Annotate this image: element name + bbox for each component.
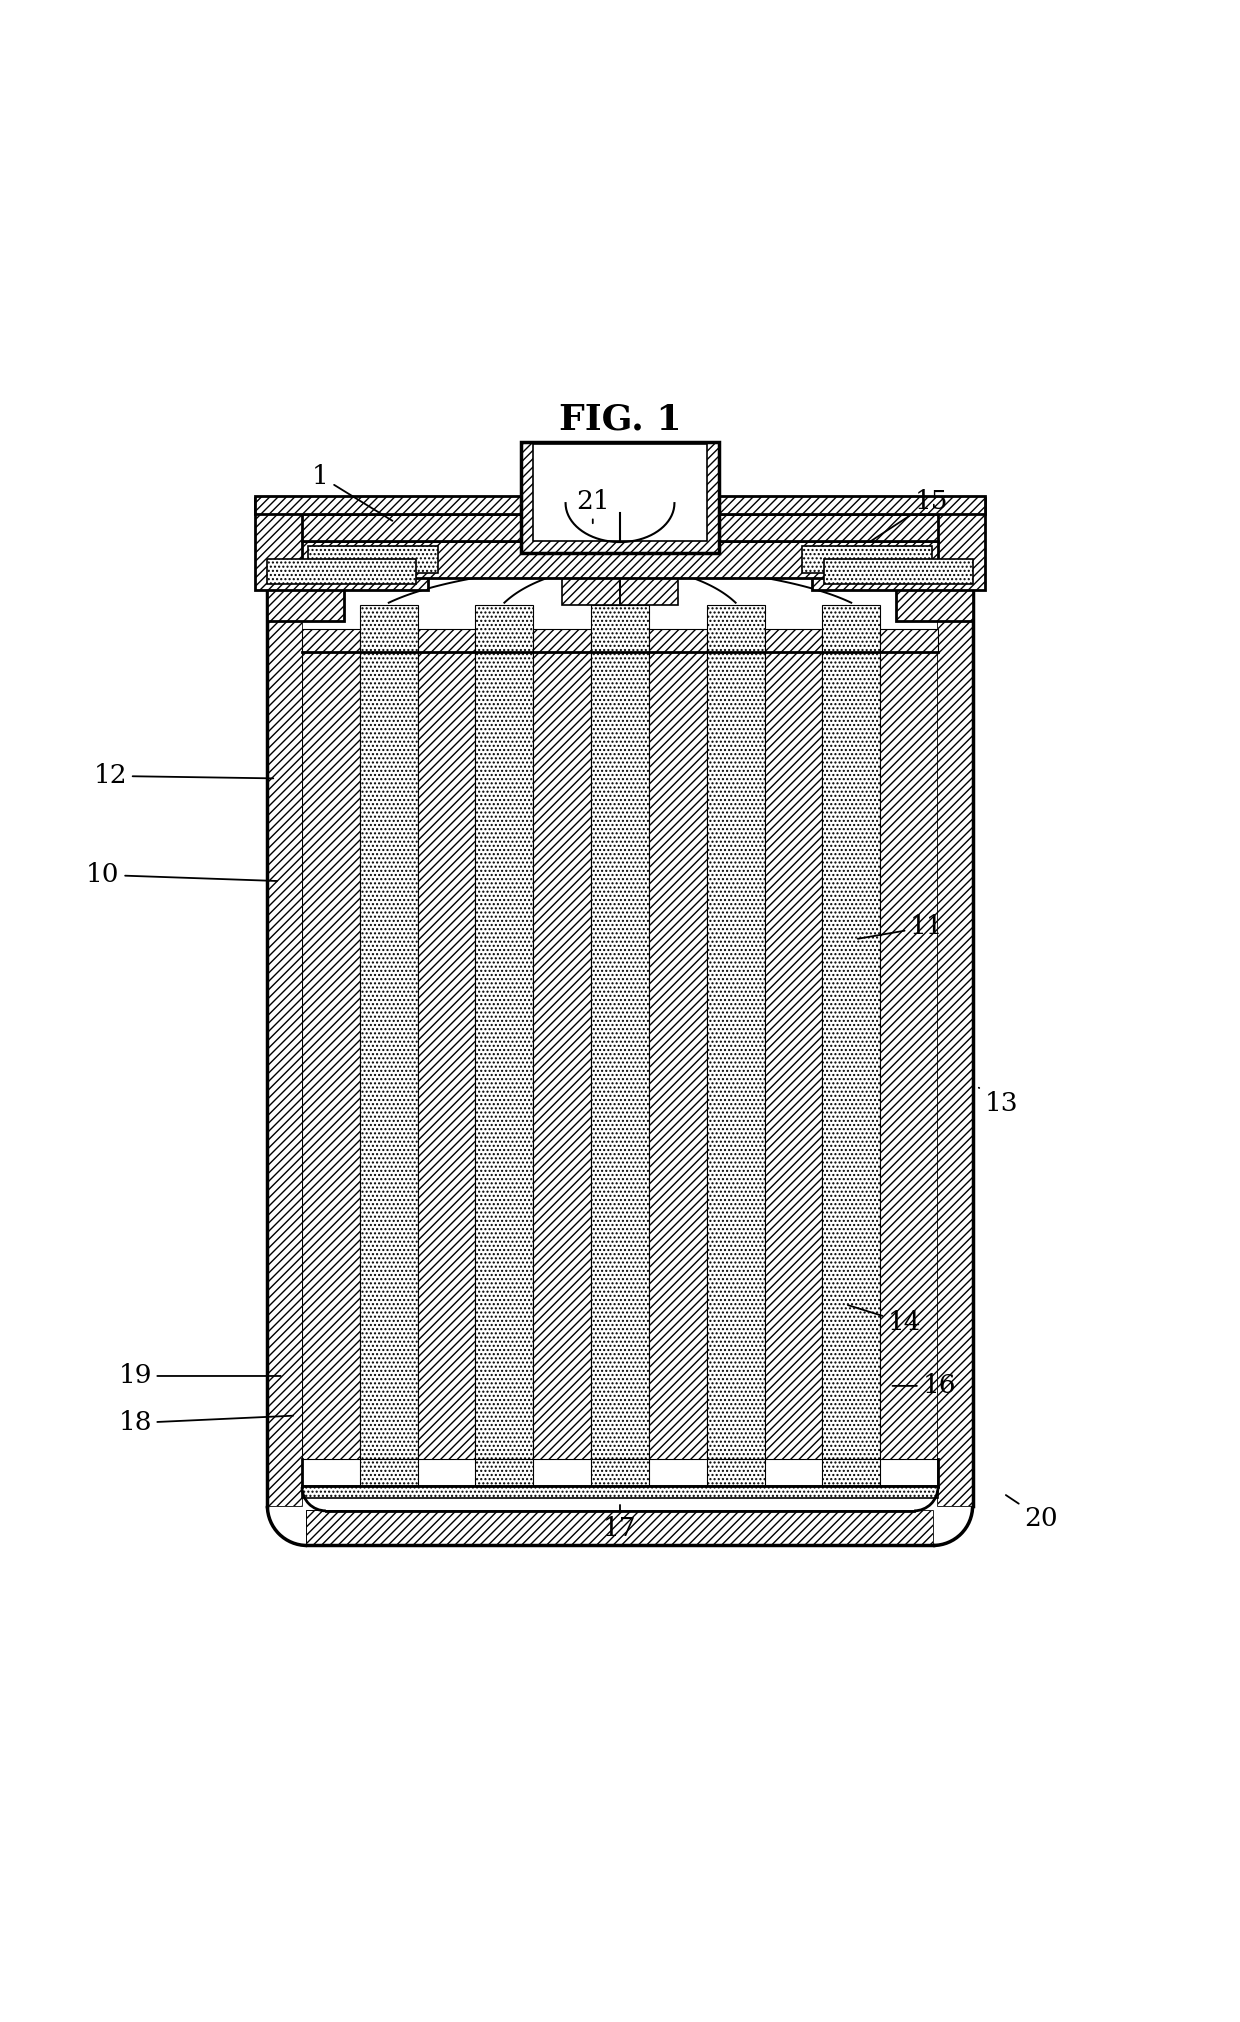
Bar — [707, 605, 765, 653]
Bar — [765, 629, 822, 653]
Text: 21: 21 — [575, 489, 610, 524]
Text: 13: 13 — [978, 1088, 1018, 1116]
Bar — [308, 1510, 342, 1545]
Bar — [649, 653, 707, 1460]
Bar — [591, 1460, 649, 1486]
Text: FIG. 1: FIG. 1 — [559, 402, 681, 437]
Text: 19: 19 — [118, 1363, 280, 1389]
Text: 1: 1 — [312, 463, 392, 522]
Bar — [897, 572, 972, 621]
Bar — [533, 653, 591, 1460]
Bar — [255, 495, 985, 514]
Bar — [591, 605, 649, 653]
Bar — [303, 629, 360, 653]
Bar — [533, 445, 707, 540]
Bar — [308, 1510, 932, 1545]
Text: 20: 20 — [1006, 1494, 1058, 1531]
Text: 14: 14 — [848, 1304, 921, 1335]
Bar — [303, 1486, 937, 1498]
Bar — [360, 1460, 418, 1486]
Bar — [765, 653, 822, 1460]
Bar — [268, 572, 303, 1506]
Bar — [822, 1460, 880, 1486]
Bar — [303, 653, 360, 1460]
Bar — [475, 1460, 533, 1486]
Bar — [303, 514, 937, 540]
Bar — [937, 572, 972, 1506]
Bar — [562, 554, 678, 605]
Bar — [880, 653, 937, 1460]
Bar — [707, 1460, 765, 1486]
Bar — [308, 1510, 932, 1545]
Bar — [707, 653, 765, 1460]
Bar — [591, 653, 649, 1460]
Bar — [822, 605, 880, 653]
Bar — [475, 605, 533, 653]
Bar — [521, 443, 719, 554]
Text: 15: 15 — [869, 489, 949, 542]
Bar — [880, 629, 937, 653]
Text: 12: 12 — [93, 764, 273, 789]
Bar — [360, 653, 418, 1460]
Bar — [802, 546, 931, 572]
Bar — [268, 572, 343, 621]
Bar — [937, 572, 972, 1506]
Text: 11: 11 — [858, 914, 944, 940]
Bar — [822, 653, 880, 1460]
Text: 18: 18 — [118, 1411, 293, 1436]
Bar — [360, 605, 418, 653]
Bar — [475, 653, 533, 1460]
Bar — [418, 629, 475, 653]
Bar — [533, 629, 591, 653]
Bar — [268, 572, 303, 1506]
Bar — [255, 497, 428, 590]
Bar — [825, 560, 972, 584]
Bar — [309, 546, 438, 572]
Bar — [303, 540, 937, 578]
Bar — [268, 560, 415, 584]
Text: 17: 17 — [603, 1504, 637, 1541]
Text: 10: 10 — [86, 863, 277, 888]
Bar — [418, 653, 475, 1460]
Bar — [649, 629, 707, 653]
Bar — [812, 497, 985, 590]
Text: 16: 16 — [893, 1373, 956, 1399]
